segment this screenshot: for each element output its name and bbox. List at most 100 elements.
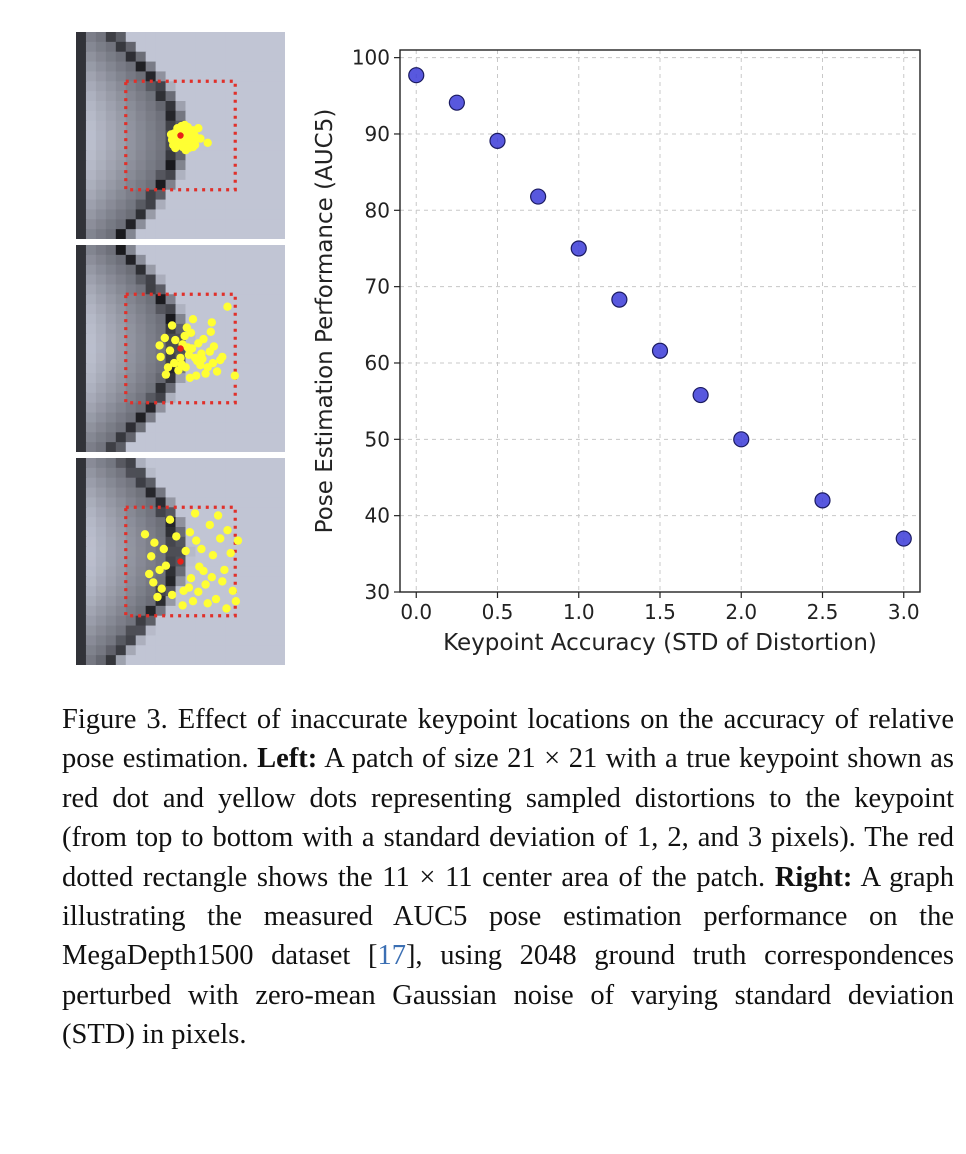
plot-area-frame [399,49,921,593]
sampled-keypoint [184,350,194,359]
y-axis-label: Pose Estimation Performance (AUC5) [312,109,338,534]
chart-points [408,67,912,547]
sampled-keypoint [190,353,200,363]
sampled-keypoint [205,347,214,356]
sampled-keypoint [161,370,171,379]
true-keypoint [177,132,184,139]
sampled-keypoint [194,587,203,596]
sampled-keypoint [165,515,175,524]
sampled-keypoint [174,366,183,375]
sampled-keypoint [170,358,179,368]
sampled-keypoint [197,544,206,554]
center-area-rectangle [124,79,237,192]
sampled-keypoint [160,333,169,343]
figure-caption: Figure 3. Effect of inaccurate keypoint … [62,700,954,1055]
patch-panel-std-3 [76,458,285,665]
sampled-keypoint [220,565,229,575]
sampled-keypoint [223,526,232,535]
sampled-keypoint [178,601,187,610]
caption-right-text: A graph illustrating the measured AUC5 p… [62,861,955,972]
patch-pixels [76,32,285,239]
sampled-keypoint [177,140,186,150]
sampled-keypoint [222,604,231,613]
sampled-keypoint [208,551,218,560]
sampled-keypoint [213,511,223,520]
caption-right-heading: Right: [774,861,853,893]
x-axis-label: Keypoint Accuracy (STD of Distortion) [443,630,877,656]
sampled-keypoint [163,363,173,372]
caption-right-text-end: ], using 2048 ground truth corre­sponden… [62,940,954,1051]
sampled-keypoint [188,142,198,152]
sampled-keypoint [181,546,190,556]
sampled-keypoint [167,590,177,600]
sampled-keypoint [201,369,210,378]
sampled-keypoint [196,134,205,143]
sampled-keypoint [190,509,200,518]
sampled-keypoint [198,354,207,364]
sampled-keypoint [218,352,227,362]
sampled-keypoint [177,360,186,369]
sampled-keypoint [153,592,162,602]
sampled-keypoint [149,578,158,587]
y-tick-label: 60 [365,351,390,375]
sampled-keypoint [207,318,216,327]
x-tick-label: 0.0 [400,600,432,624]
sampled-keypoint [218,577,227,586]
sampled-keypoint [165,346,175,355]
citation-link[interactable]: 17 [377,940,406,972]
data-point [530,188,547,205]
sampled-keypoint [185,528,195,537]
sampled-keypoint [155,565,164,575]
data-point [611,291,628,308]
sampled-keypoint [180,331,189,341]
sampled-keypoint [176,353,185,363]
data-point [733,431,750,448]
y-tick-label: 70 [365,275,390,299]
sampled-keypoint [226,548,235,558]
sampled-keypoint [145,569,154,579]
sampled-keypoint [156,352,165,362]
sampled-keypoint [207,573,216,582]
y-tick-label: 30 [365,580,390,604]
sampled-keypoint [180,120,189,130]
x-tick-label: 1.5 [644,600,676,624]
sampled-keypoint [223,302,232,311]
data-point [692,386,709,404]
data-point [489,132,506,149]
data-point [814,492,831,509]
sampled-keypoint [159,544,168,554]
sampled-keypoint [208,358,218,368]
center-area-rectangle [124,292,237,405]
sampled-keypoint [216,534,225,543]
sampled-keypoint [205,520,214,530]
sampled-keypoint [188,597,198,606]
data-point [570,240,587,257]
sampled-keypoint [183,343,192,352]
sampled-keypoint [211,594,221,604]
sampled-keypoint [199,566,208,576]
caption-left-heading: Left: [257,743,318,775]
sampled-keypoint [166,130,176,139]
sampled-keypoint [183,136,192,145]
chart-ticks: 0.0 0.5 1.0 1.5 2.0 2.5 3.0 30 40 50 60 70 80 90 100 [352,46,920,624]
sampled-keypoint [179,586,188,595]
patch-panel-std-1 [76,32,285,239]
x-tick-label: 3.0 [888,600,920,624]
figure: 0.0 0.5 1.0 1.5 2.0 2.5 3.0 30 40 50 60 70 80 90 100 K… [76,32,921,665]
x-tick-label: 0.5 [482,600,514,624]
sampled-keypoint [192,536,201,545]
sampled-keypoint [201,580,210,589]
true-keypoint [177,558,184,565]
scatter-chart: 0.0 0.5 1.0 1.5 2.0 2.5 3.0 30 40 50 60 70 80 90 100 K… [312,46,921,656]
sampled-keypoint [172,532,181,541]
y-tick-label: 50 [365,427,390,451]
sampled-keypoint [192,371,201,380]
data-point [408,67,425,84]
data-point [448,94,465,111]
x-tick-label: 1.0 [563,600,595,624]
patch-panel-std-2 [76,245,285,452]
sampled-keypoint [203,138,212,147]
true-keypoint [177,345,184,352]
sampled-keypoint [206,327,215,336]
chart-grid [400,50,920,593]
